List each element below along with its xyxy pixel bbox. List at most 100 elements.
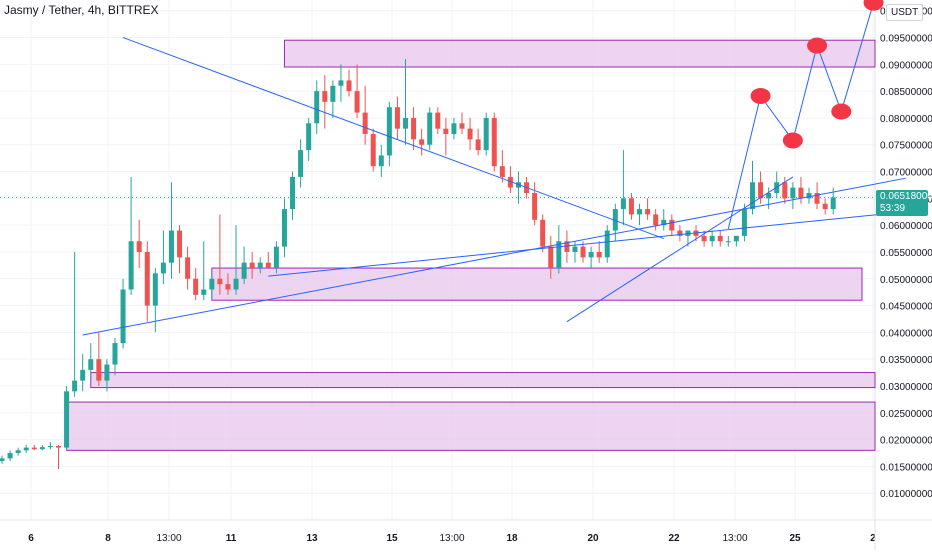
trendline [82, 177, 906, 336]
candle-body [23, 447, 29, 451]
y-tick-label: 0.08500000 [880, 87, 932, 98]
y-tick-label: 0.05500000 [880, 248, 932, 259]
candle-body [507, 176, 513, 188]
last-price-value: 0.06518000 [880, 191, 932, 203]
candle-body [580, 246, 586, 258]
zone-rectangle [90, 372, 876, 389]
y-tick-label: 0.09000000 [880, 60, 932, 71]
candle-body [596, 251, 602, 258]
candle-body [39, 447, 45, 450]
candle-body [96, 359, 102, 381]
candle-body [637, 209, 643, 215]
candle-body [435, 112, 441, 129]
x-tick-label: 22 [668, 533, 680, 544]
candle-body [790, 187, 796, 199]
y-tick-label: 0.04000000 [880, 328, 932, 339]
x-tick-label: 15 [386, 533, 398, 544]
y-tick-label: 0.08000000 [880, 114, 932, 125]
candle-body [628, 198, 634, 215]
projection-marker [831, 103, 852, 120]
candle-body [338, 80, 344, 86]
candle-body [830, 197, 836, 210]
y-tick-label: 0.07000000 [880, 168, 932, 179]
candle-body [758, 182, 764, 199]
x-tick-label: 13:00 [722, 533, 747, 544]
x-tick-label: 8 [105, 533, 111, 544]
trendline [268, 211, 906, 277]
candle-body [88, 359, 94, 370]
x-tick-label: 18 [506, 533, 518, 544]
candle-body [419, 139, 425, 145]
candle-body [128, 241, 134, 290]
candle-body [532, 192, 538, 220]
last-price-tag: 0.06518000 53:39 [876, 190, 932, 217]
y-tick-label: 0.05000000 [880, 275, 932, 286]
candle-body [265, 262, 271, 269]
candle-body [241, 262, 247, 279]
x-tick-label: 20 [587, 533, 599, 544]
candle-body [64, 391, 70, 448]
x-tick-label: 2 [870, 533, 876, 544]
candle-body [750, 182, 756, 210]
candle-body [362, 112, 368, 135]
candle-body [645, 209, 651, 215]
x-tick-label: 25 [789, 533, 801, 544]
y-tick-label: 0.01500000 [880, 462, 932, 473]
candle-body [152, 273, 158, 306]
candle-body [209, 278, 215, 290]
candle-body [556, 241, 562, 269]
candle-body [572, 246, 578, 252]
candle-body [7, 452, 13, 459]
projection-marker [782, 132, 803, 149]
currency-label[interactable]: USDT [886, 4, 924, 21]
candle-body [717, 235, 723, 242]
candle-body [120, 289, 126, 344]
candle-body [467, 128, 473, 140]
candle-body [80, 369, 86, 381]
candle-body [290, 176, 296, 210]
y-tick-label: 0.02000000 [880, 436, 932, 447]
candle-body [588, 251, 594, 258]
chart-title: Jasmy / Tether, 4h, BITTREX [4, 3, 159, 17]
candle-body [217, 278, 223, 285]
projection-path [727, 2, 875, 230]
y-tick-label: 0.02500000 [880, 409, 932, 420]
candle-body [370, 134, 376, 167]
candle-body [798, 187, 804, 199]
candle-body [31, 447, 37, 450]
candle-body [741, 209, 747, 236]
candle-body [281, 209, 287, 247]
candle-body [782, 182, 788, 199]
candle-body [403, 117, 408, 129]
candle-body [225, 284, 231, 290]
candle-body [112, 343, 118, 365]
candle-body [298, 150, 304, 177]
candle-body [806, 192, 812, 199]
projection-marker [863, 0, 884, 11]
x-tick-label: 13:00 [156, 533, 181, 544]
candle-body [548, 246, 554, 269]
trendline [566, 176, 794, 323]
candle-body [701, 235, 707, 242]
candle-body [427, 112, 433, 145]
candle-body [185, 257, 191, 279]
candle-body [620, 198, 626, 210]
candle-body [346, 80, 352, 92]
candle-body [177, 230, 183, 258]
zone-rectangle [211, 267, 863, 301]
candle-body [314, 91, 320, 124]
candle-body [273, 246, 279, 269]
candle-body [814, 192, 820, 204]
candle-body [604, 230, 610, 258]
candle-body [47, 446, 53, 448]
y-tick-label: 0.03500000 [880, 355, 932, 366]
candle-body [499, 166, 505, 177]
candle-body [394, 107, 400, 129]
candle-body [257, 262, 263, 269]
candle-body [491, 117, 497, 167]
candle-body [0, 458, 5, 462]
zone-rectangle [66, 401, 876, 451]
candle-body [685, 230, 691, 236]
